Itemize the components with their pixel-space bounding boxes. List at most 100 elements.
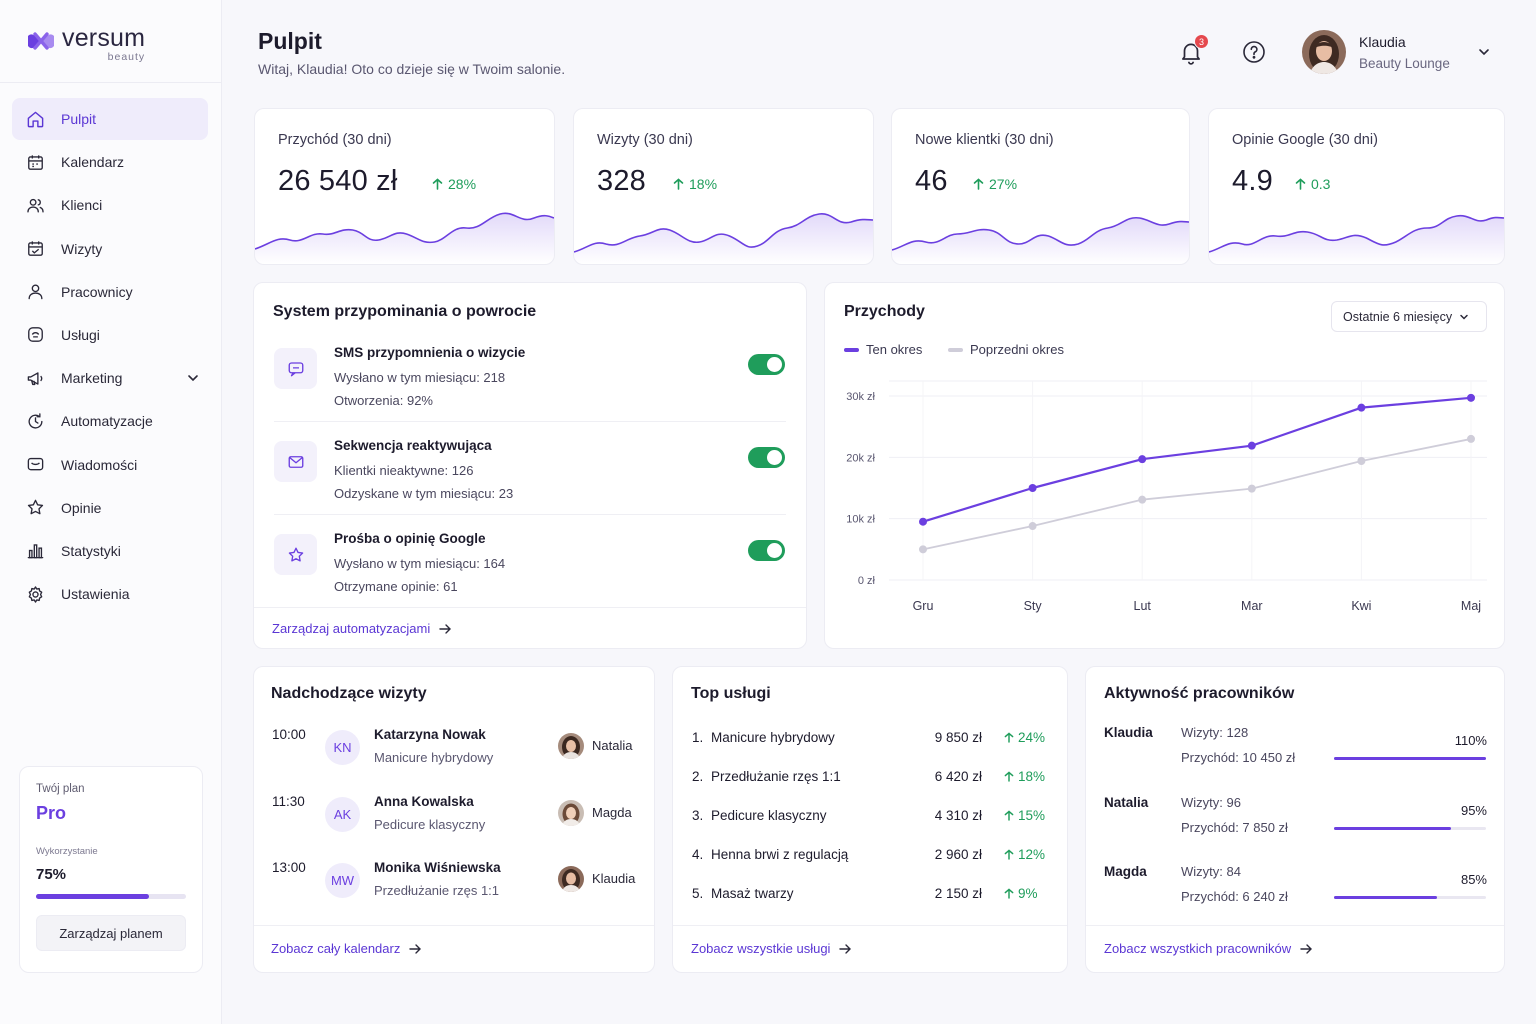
staff-row[interactable]: Klaudia Wizyty: 128 Przychód: 10 450 zł … [1104,725,1488,785]
arrow-right-icon [839,943,852,954]
manage-automations-link[interactable]: Zarządzaj automatyzacjami [272,621,452,636]
x-tick-label: Maj [1461,599,1481,613]
arrow-right-icon [439,623,452,634]
series-current-point [1247,441,1256,450]
user-menu[interactable]: Klaudia Beauty Lounge [1359,34,1450,71]
sidebar-item-klienci[interactable]: Klienci [12,184,208,226]
sidebar-item-label: Ustawienia [61,586,130,603]
service-rank: 1. [692,730,704,745]
kpi-card-google-reviews[interactable]: Opinie Google (30 dni) 4.9 0.3 [1208,108,1505,265]
automation-toggle[interactable] [748,354,785,375]
chevron-down-icon[interactable] [1476,44,1492,60]
service-rank: 5. [692,886,704,901]
sidebar-item-uslugi[interactable]: Usługi [12,314,208,356]
sidebar-item-label: Usługi [61,326,100,343]
plan-label: Twój plan [36,783,85,795]
sidebar-item-wiadomosci[interactable]: Wiadomości [12,444,208,486]
service-row[interactable]: 1. Manicure hybrydowy 9 850 zł 24% [692,730,1048,750]
user-avatar[interactable] [1302,30,1346,74]
staff-progress-fill [1334,757,1486,760]
sidebar-item-wizyty[interactable]: Wizyty [12,228,208,270]
service-revenue: 2 150 zł [934,886,982,901]
service-revenue: 9 850 zł [934,730,982,745]
service-row[interactable]: 3. Pedicure klasyczny 4 310 zł 15% [692,808,1048,828]
staff-name: Natalia [1104,795,1149,810]
staff-revenue: Przychód: 10 450 zł [1181,750,1296,765]
staff-avatar [558,866,584,892]
staff-percent: 85% [1460,872,1487,887]
staff-name: Magda [1104,864,1147,879]
kpi-card-new-clients[interactable]: Nowe klientki (30 dni) 46 27% [891,108,1190,265]
divider [254,607,806,608]
staff-avatar [558,800,584,826]
chevron-down-icon[interactable] [186,371,200,385]
brand-logo[interactable]: versum beauty [26,26,145,63]
users-icon [25,195,45,215]
sidebar-item-label: Marketing [61,370,123,387]
series-current-point [1138,455,1147,464]
service-name: Przedłużanie rzęs 1:1 [711,769,841,784]
notifications-button[interactable]: 3 [1178,34,1209,66]
series-previous-line [922,438,1472,551]
y-tick-label: 20k zł [846,452,875,464]
sidebar-item-kalendarz[interactable]: Kalendarz [12,141,208,183]
legend-previous: Poprzedni okres [948,342,1064,357]
sidebar-item-pulpit[interactable]: Pulpit [12,98,208,140]
staff-row[interactable]: Natalia Wizyty: 96 Przychód: 7 850 zł 95… [1104,795,1488,855]
help-button[interactable] [1242,40,1266,64]
staff-name: Natalia [592,738,633,753]
service-row[interactable]: 2. Przedłużanie rzęs 1:1 6 420 zł 18% [692,769,1048,789]
series-previous-point [1467,434,1475,443]
star-icon [25,498,45,518]
page-subtitle: Witaj, Klaudia! Oto co dzieje się w Twoi… [258,61,566,77]
upcoming-title: Nadchodzące wizyty [271,685,427,702]
sidebar-item-automatyzacje[interactable]: Automatyzacje [12,400,208,442]
manage-plan-button[interactable]: Zarządzaj planem [36,915,186,951]
service-name: Pedicure klasyczny [711,808,827,823]
sidebar-item-marketing[interactable]: Marketing [12,357,208,399]
sidebar-item-statystyki[interactable]: Statystyki [12,530,208,572]
staff-progress-fill [1334,896,1438,899]
service-row[interactable]: 5. Masaż twarzy 2 150 zł 9% [692,886,1048,906]
staff-percent: 95% [1460,803,1487,818]
automation-item-stat: Otworzenia: 92% [334,393,433,408]
client-name: Anna Kowalska [374,794,474,809]
kpi-card-revenue[interactable]: Przychód (30 dni) 26 540 zł 28% [254,108,555,265]
range-select[interactable]: Ostatnie 6 miesięcy [1331,301,1487,332]
staff-row[interactable]: Magda Wizyty: 84 Przychód: 6 240 zł 85% [1104,864,1488,924]
series-current-point [1357,403,1366,412]
series-previous-point [1247,484,1256,493]
service-revenue: 6 420 zł [934,769,982,784]
plan-card: Twój plan Pro Wykorzystanie 75% Zarządza… [19,766,203,973]
megaphone-icon [25,368,45,388]
plan-usage-bar [36,894,186,899]
service-revenue: 4 310 zł [934,808,982,823]
sidebar-item-ustawienia[interactable]: Ustawienia [12,573,208,615]
view-staff-link[interactable]: Zobacz wszystkich pracowników [1104,941,1313,956]
revenue-card: Przychody Ostatnie 6 miesięcy Ten okres … [824,282,1505,649]
appointment-time: 10:00 [272,727,306,742]
staff-visits: Wizyty: 128 [1181,725,1249,740]
kpi-card-visits[interactable]: Wizyty (30 dni) 328 18% [573,108,874,265]
appointment-row[interactable]: 10:00 KN Katarzyna Nowak Manicure hybryd… [272,727,638,787]
service-row[interactable]: 4. Henna brwi z regulacją 2 960 zł 12% [692,847,1048,867]
view-services-link[interactable]: Zobacz wszystkie usługi [691,941,852,956]
brand-name: versum [62,24,146,52]
plan-name: Pro [36,803,67,823]
automation-toggle[interactable] [748,540,785,561]
x-tick-label: Lut [1134,599,1152,613]
revenue-line-chart: 0 zł 10k zł 20k zł 30k zł Gru Sty Lut Mar Kwi Maj [846,380,1487,613]
appointment-row[interactable]: 13:00 MW Monika Wiśniewska Przedłużanie … [272,860,638,920]
sidebar-item-opinie[interactable]: Opinie [12,487,208,529]
sidebar-item-pracownicy[interactable]: Pracownicy [12,271,208,313]
view-calendar-link[interactable]: Zobacz cały kalendarz [271,941,422,956]
x-tick-label: Gru [913,599,934,613]
services-icon [25,325,45,345]
sidebar: versum beauty Pulpit Kalendarz Klienci W… [0,0,222,1024]
plan-usage-bar-fill [36,894,149,899]
kpi-delta: 18% [673,176,717,192]
appointment-row[interactable]: 11:30 AK Anna Kowalska Pedicure klasyczn… [272,794,638,854]
service-name: Henna brwi z regulacją [711,847,849,862]
automation-toggle[interactable] [748,447,785,468]
chevron-down-icon [1460,314,1468,320]
